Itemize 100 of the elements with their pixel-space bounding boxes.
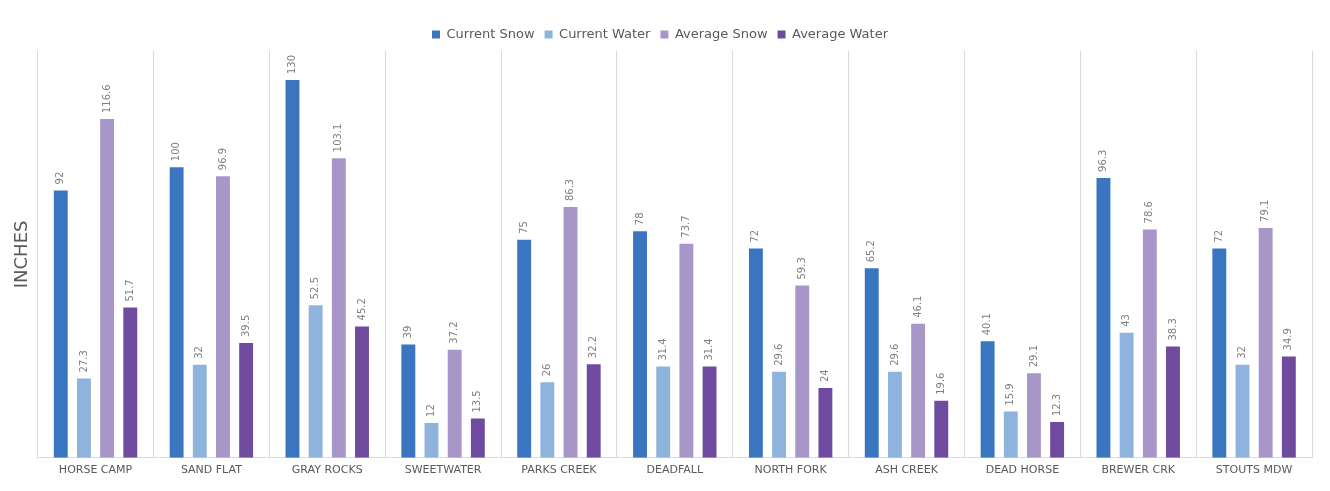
data-label: 29.6 [772, 343, 784, 366]
data-label: 29.6 [888, 343, 900, 366]
data-label: 78.6 [1143, 201, 1155, 224]
bar [100, 118, 115, 458]
bar [308, 305, 323, 458]
data-label: 32 [1236, 346, 1248, 359]
data-label: 96.9 [216, 147, 228, 171]
bar [656, 366, 671, 458]
data-label: 34.9 [1282, 328, 1294, 351]
bar [1166, 346, 1180, 458]
bar [911, 323, 926, 458]
legend-label: Current Snow [446, 25, 535, 41]
data-label: 103.1 [332, 123, 344, 153]
bar [864, 268, 879, 458]
data-label: 39.5 [239, 314, 251, 338]
data-label: 52.5 [309, 276, 321, 300]
data-label: 31.4 [656, 338, 668, 361]
bar [447, 349, 462, 458]
data-label: 92 [54, 171, 66, 185]
legend-label: Current Water [559, 25, 652, 41]
bar [795, 285, 810, 458]
bar [123, 307, 138, 458]
data-label: 19.6 [934, 372, 946, 395]
bar [192, 364, 207, 458]
data-label: 38.3 [1166, 318, 1178, 341]
data-label: 46.1 [911, 295, 923, 318]
bar [887, 371, 902, 458]
bar [1142, 229, 1157, 458]
bar [748, 248, 763, 458]
data-label: 96.3 [1097, 149, 1109, 172]
bar [1281, 356, 1296, 458]
data-label: 86.3 [564, 178, 576, 202]
bar [633, 231, 647, 458]
data-label: 32 [193, 346, 205, 359]
x-tick-label: BREWER CRK [1101, 463, 1176, 477]
bar [1212, 248, 1227, 458]
data-label: 73.7 [679, 215, 691, 238]
data-label: 72 [1212, 229, 1224, 243]
legend-label: Average Snow [674, 25, 768, 41]
bar [331, 158, 346, 458]
bar [216, 176, 230, 458]
bar [401, 344, 416, 458]
bar [53, 190, 68, 458]
bar [1050, 422, 1065, 458]
x-tick-label: SAND FLAT [180, 463, 243, 477]
data-label: 27.3 [77, 350, 89, 373]
x-tick-label: DEAD HORSE [985, 463, 1060, 477]
data-label: 116.6 [100, 84, 112, 113]
bar [517, 239, 532, 458]
data-label: 39 [401, 325, 413, 339]
bar [239, 343, 254, 458]
data-label: 37.2 [448, 321, 460, 344]
bar [586, 364, 601, 458]
data-label: 15.9 [1004, 383, 1016, 406]
bar [1119, 332, 1134, 458]
bar [470, 418, 485, 458]
data-label: 32.2 [587, 335, 599, 359]
data-label: 13.5 [471, 390, 483, 413]
data-label: 75 [517, 221, 529, 234]
data-label: 45.2 [355, 298, 367, 321]
x-tick-label: DEADFALL [646, 463, 704, 477]
bar [702, 366, 717, 458]
bar [818, 388, 833, 458]
bar [424, 422, 439, 458]
x-tick-label: STOUTS MDW [1215, 463, 1293, 477]
data-label: 72 [749, 229, 761, 243]
x-tick-label: HORSE CAMP [58, 463, 133, 477]
data-label: 12.3 [1050, 393, 1062, 417]
bar [772, 371, 787, 458]
bar [980, 341, 995, 458]
data-label: 130 [286, 54, 298, 75]
data-label: 65.2 [865, 240, 877, 263]
bar [679, 243, 694, 458]
bar [1027, 373, 1041, 458]
x-tick-label: SWEETWATER [404, 463, 482, 477]
legend-label: Average Water [792, 25, 889, 41]
data-label: 79.1 [1259, 199, 1271, 222]
x-tick-label: ASH CREEK [875, 463, 939, 477]
data-label: 26 [540, 363, 552, 377]
bar [540, 382, 555, 458]
bar [169, 167, 184, 458]
y-axis-title: INCHES [10, 220, 32, 289]
bar [1096, 177, 1111, 458]
bar [1258, 227, 1273, 458]
bar [1003, 411, 1018, 458]
bar [563, 207, 578, 458]
data-label: 31.4 [703, 338, 715, 361]
data-label: 100 [170, 142, 182, 162]
bar [355, 326, 369, 458]
bar [76, 378, 91, 458]
bar [285, 80, 300, 458]
data-label: 29.1 [1027, 344, 1039, 368]
data-label: 40.1 [981, 313, 993, 336]
x-tick-label: NORTH FORK [754, 463, 828, 477]
data-label: 24 [819, 369, 830, 383]
bar [1235, 364, 1250, 458]
data-label: 12 [425, 404, 437, 417]
x-tick-label: PARKS CREEK [521, 463, 598, 477]
data-label: 51.7 [123, 279, 135, 302]
data-label: 59.3 [795, 257, 807, 280]
